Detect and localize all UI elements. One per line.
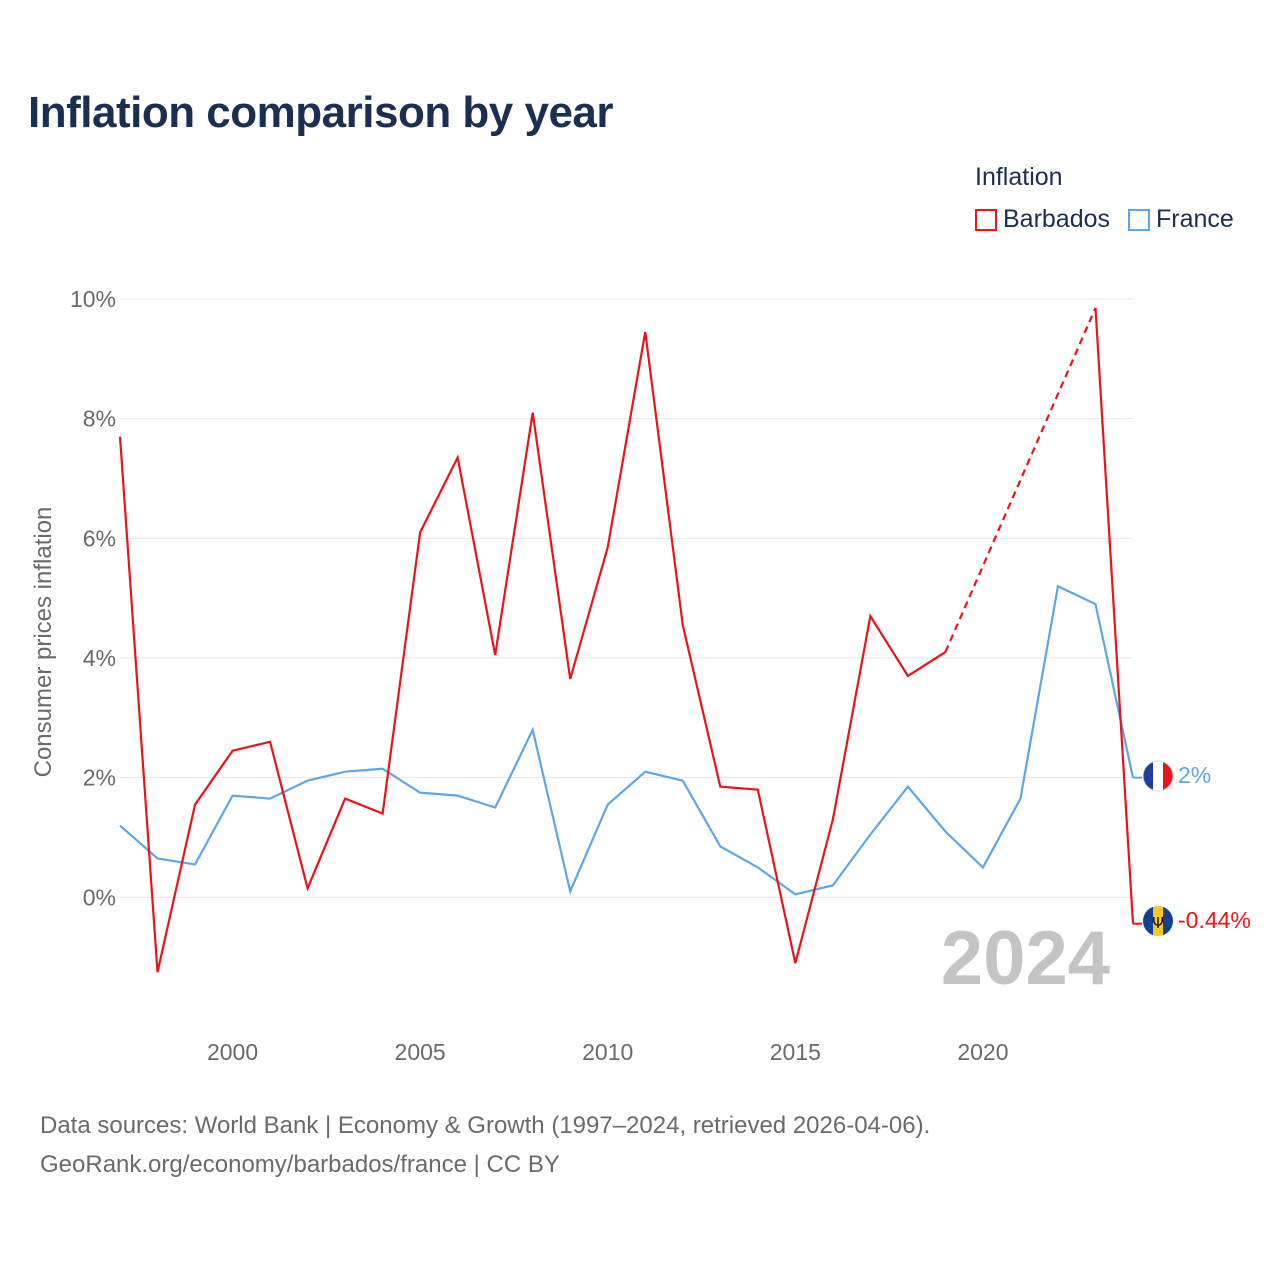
data-point-barbados[interactable] (717, 784, 723, 790)
data-point-barbados[interactable] (492, 652, 498, 658)
data-point-barbados[interactable] (792, 960, 798, 966)
france-flag-icon (1142, 760, 1174, 792)
x-tick-label: 2010 (582, 1039, 633, 1065)
barbados-flag-icon: Ψ (1143, 906, 1173, 936)
footer-link[interactable]: GeoRank.org/economy/barbados/france | CC… (40, 1151, 560, 1178)
data-point-barbados[interactable] (1130, 921, 1136, 927)
data-point-france[interactable] (1017, 796, 1023, 802)
y-tick-label: 2% (83, 765, 116, 791)
data-point-france[interactable] (455, 793, 461, 799)
series-gap-line-barbados (944, 307, 1097, 653)
data-point-france[interactable] (867, 832, 873, 838)
data-point-barbados[interactable] (267, 739, 273, 745)
data-point-barbados[interactable] (380, 811, 386, 817)
data-point-barbados[interactable] (567, 676, 573, 682)
data-point-france[interactable] (1130, 775, 1136, 781)
data-point-france[interactable] (1055, 583, 1061, 589)
data-point-barbados[interactable] (867, 613, 873, 619)
y-axis-label: Consumer prices inflation (30, 507, 57, 778)
data-point-france[interactable] (342, 769, 348, 775)
data-point-barbados[interactable] (1092, 305, 1098, 311)
data-point-france[interactable] (530, 727, 536, 733)
data-point-barbados[interactable] (642, 329, 648, 335)
data-point-barbados[interactable] (305, 885, 311, 891)
legend-swatch-france (1128, 208, 1151, 231)
legend-label-france: France (1156, 205, 1234, 233)
data-point-france[interactable] (980, 864, 986, 870)
data-point-france[interactable] (642, 769, 648, 775)
x-tick-label: 2020 (957, 1039, 1008, 1065)
grid (120, 298, 1133, 898)
x-tick-label: 2015 (770, 1039, 821, 1065)
footer: Data sources: World Bank | Economy & Gro… (40, 1106, 930, 1184)
legend-swatch-barbados (975, 208, 997, 231)
svg-text:Ψ: Ψ (1152, 914, 1164, 932)
x-tick-label: 2000 (207, 1039, 258, 1065)
footer-source: Data sources: World Bank | Economy & Gro… (40, 1112, 931, 1139)
y-tick-label: 0% (83, 884, 116, 910)
data-point-france[interactable] (380, 766, 386, 772)
data-point-barbados[interactable] (830, 817, 836, 823)
y-tick-label: 4% (83, 645, 116, 671)
x-axis-ticks: 2000 2005 2010 2015 2020 (207, 1039, 1009, 1065)
data-point-france[interactable] (567, 888, 573, 894)
data-point-barbados[interactable] (230, 748, 236, 754)
data-point-france[interactable] (1092, 601, 1098, 607)
legend: Barbados France (975, 205, 1234, 234)
data-point-france[interactable] (192, 861, 198, 867)
data-point-france[interactable] (717, 843, 723, 849)
y-tick-label: 6% (83, 525, 116, 551)
data-point-france[interactable] (267, 796, 273, 802)
legend-item-barbados[interactable]: Barbados (975, 205, 1110, 234)
series-line-barbados (1094, 307, 1135, 924)
data-point-france[interactable] (755, 864, 761, 870)
chart-title: Inflation comparison by year (28, 88, 614, 137)
data-point-france[interactable] (492, 805, 498, 811)
data-point-barbados[interactable] (942, 649, 948, 655)
data-point-barbados[interactable] (530, 410, 536, 416)
data-point-france[interactable] (155, 855, 161, 861)
data-point-france[interactable] (117, 823, 123, 829)
year-watermark: 2024 (941, 916, 1110, 1001)
data-point-france[interactable] (792, 891, 798, 897)
barbados-end-value: -0.44% (1178, 907, 1251, 933)
data-point-france[interactable] (605, 802, 611, 808)
data-point-france[interactable] (942, 829, 948, 835)
data-point-barbados[interactable] (905, 673, 911, 679)
france-end-value: 2% (1178, 762, 1211, 788)
data-point-barbados[interactable] (155, 969, 161, 975)
y-axis-ticks: 0% 2% 4% 6% 8% 10% (70, 286, 116, 910)
y-tick-label: 10% (70, 286, 116, 312)
legend-title: Inflation (975, 163, 1063, 191)
legend-label-barbados: Barbados (1003, 205, 1111, 233)
data-point-barbados[interactable] (680, 622, 686, 628)
x-tick-label: 2005 (395, 1039, 446, 1065)
data-point-france[interactable] (417, 790, 423, 796)
data-point-barbados[interactable] (455, 455, 461, 461)
series-france (117, 583, 1142, 897)
data-point-france[interactable] (830, 882, 836, 888)
data-point-france[interactable] (680, 778, 686, 784)
legend-item-france[interactable]: France (1128, 205, 1234, 234)
data-point-barbados[interactable] (755, 787, 761, 793)
data-point-france[interactable] (905, 784, 911, 790)
data-point-france[interactable] (230, 793, 236, 799)
series-barbados (117, 305, 1142, 975)
data-point-barbados[interactable] (192, 802, 198, 808)
series (117, 305, 1142, 975)
data-point-barbados[interactable] (342, 796, 348, 802)
y-tick-label: 8% (83, 406, 116, 432)
series-line-barbados (118, 331, 946, 973)
data-point-barbados[interactable] (605, 544, 611, 550)
data-point-france[interactable] (305, 778, 311, 784)
data-point-barbados[interactable] (117, 434, 123, 440)
series-line-france (119, 584, 1135, 896)
data-point-barbados[interactable] (417, 529, 423, 535)
